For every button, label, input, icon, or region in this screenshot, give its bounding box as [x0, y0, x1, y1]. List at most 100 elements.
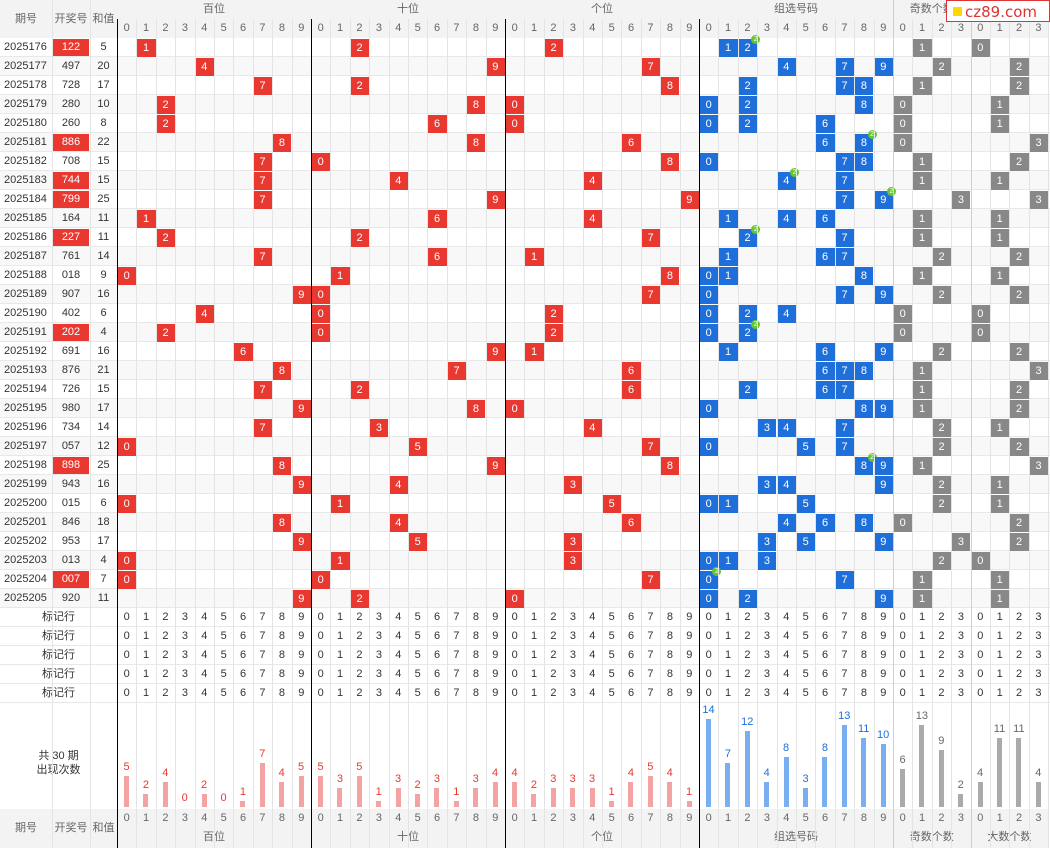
marker-digit[interactable]: 8 — [860, 611, 867, 623]
marker-digit[interactable]: 8 — [472, 649, 479, 661]
marker-digit[interactable]: 2 — [938, 687, 945, 699]
marker-digit[interactable]: 1 — [143, 668, 150, 680]
marker-digit[interactable]: 1 — [337, 649, 344, 661]
marker-digit[interactable]: 7 — [647, 630, 654, 642]
marker-digit[interactable]: 2 — [1016, 630, 1023, 642]
marker-digit[interactable]: 3 — [181, 687, 188, 699]
marker-digit[interactable]: 1 — [337, 687, 344, 699]
marker-digit[interactable]: 3 — [181, 630, 188, 642]
marker-digit[interactable]: 2 — [744, 668, 751, 680]
marker-digit[interactable]: 4 — [783, 611, 790, 623]
marker-digit[interactable]: 6 — [434, 649, 441, 661]
marker-digit[interactable]: 0 — [899, 668, 906, 680]
marker-digit[interactable]: 4 — [783, 668, 790, 680]
marker-digit[interactable]: 6 — [240, 687, 247, 699]
marker-digit[interactable]: 4 — [201, 649, 208, 661]
marker-digit[interactable]: 3 — [763, 611, 770, 623]
marker-digit[interactable]: 7 — [841, 687, 848, 699]
marker-digit[interactable]: 8 — [666, 630, 673, 642]
marker-digit[interactable]: 0 — [123, 668, 130, 680]
marker-digit[interactable]: 9 — [686, 649, 693, 661]
marker-digit[interactable]: 0 — [705, 611, 712, 623]
marker-digit[interactable]: 1 — [725, 687, 732, 699]
marker-digit[interactable]: 3 — [569, 668, 576, 680]
marker-digit[interactable]: 8 — [666, 687, 673, 699]
marker-digit[interactable]: 5 — [414, 649, 421, 661]
marker-digit[interactable]: 7 — [841, 630, 848, 642]
marker-digit[interactable]: 8 — [278, 630, 285, 642]
marker-digit[interactable]: 5 — [802, 668, 809, 680]
marker-digit[interactable]: 3 — [1035, 687, 1042, 699]
marker-digit[interactable]: 5 — [608, 611, 615, 623]
marker-digit[interactable]: 7 — [453, 687, 460, 699]
marker-digit[interactable]: 1 — [725, 611, 732, 623]
marker-digit[interactable]: 7 — [841, 611, 848, 623]
marker-digit[interactable]: 5 — [220, 649, 227, 661]
marker-digit[interactable]: 1 — [143, 630, 150, 642]
marker-digit[interactable]: 2 — [744, 611, 751, 623]
marker-digit[interactable]: 8 — [860, 668, 867, 680]
marker-digit[interactable]: 1 — [996, 668, 1003, 680]
marker-digit[interactable]: 3 — [763, 668, 770, 680]
marker-digit[interactable]: 0 — [317, 611, 324, 623]
marker-digit[interactable]: 5 — [414, 630, 421, 642]
marker-digit[interactable]: 3 — [957, 687, 964, 699]
marker-label[interactable]: 标记行 — [42, 611, 75, 623]
marker-digit[interactable]: 5 — [414, 687, 421, 699]
marker-digit[interactable]: 0 — [977, 687, 984, 699]
marker-digit[interactable]: 6 — [628, 687, 635, 699]
marker-digit[interactable]: 2 — [550, 611, 557, 623]
marker-digit[interactable]: 1 — [996, 649, 1003, 661]
marker-digit[interactable]: 1 — [337, 630, 344, 642]
marker-digit[interactable]: 0 — [123, 611, 130, 623]
marker-digit[interactable]: 0 — [705, 630, 712, 642]
marker-digit[interactable]: 5 — [802, 611, 809, 623]
marker-digit[interactable]: 4 — [201, 687, 208, 699]
marker-label[interactable]: 标记行 — [42, 649, 75, 661]
marker-digit[interactable]: 4 — [201, 668, 208, 680]
marker-digit[interactable]: 0 — [705, 649, 712, 661]
marker-label[interactable]: 标记行 — [42, 687, 75, 699]
marker-digit[interactable]: 8 — [278, 687, 285, 699]
marker-digit[interactable]: 6 — [434, 668, 441, 680]
marker-digit[interactable]: 4 — [589, 630, 596, 642]
marker-digit[interactable]: 4 — [783, 630, 790, 642]
marker-digit[interactable]: 7 — [841, 649, 848, 661]
marker-digit[interactable]: 0 — [899, 630, 906, 642]
marker-digit[interactable]: 4 — [395, 611, 402, 623]
marker-digit[interactable]: 5 — [220, 668, 227, 680]
marker-digit[interactable]: 9 — [298, 630, 305, 642]
marker-digit[interactable]: 0 — [977, 630, 984, 642]
marker-digit[interactable]: 1 — [531, 649, 538, 661]
marker-digit[interactable]: 6 — [434, 611, 441, 623]
marker-digit[interactable]: 0 — [317, 649, 324, 661]
marker-digit[interactable]: 3 — [1035, 630, 1042, 642]
marker-digit[interactable]: 7 — [453, 649, 460, 661]
marker-digit[interactable]: 0 — [511, 630, 518, 642]
marker-digit[interactable]: 7 — [647, 649, 654, 661]
marker-digit[interactable]: 8 — [860, 630, 867, 642]
marker-digit[interactable]: 3 — [375, 630, 382, 642]
marker-digit[interactable]: 7 — [259, 611, 266, 623]
marker-digit[interactable]: 0 — [705, 668, 712, 680]
marker-digit[interactable]: 3 — [763, 630, 770, 642]
marker-label[interactable]: 标记行 — [42, 630, 75, 642]
marker-digit[interactable]: 9 — [686, 687, 693, 699]
marker-digit[interactable]: 3 — [375, 611, 382, 623]
site-logo[interactable]: cz89.com — [946, 0, 1050, 22]
marker-digit[interactable]: 2 — [356, 630, 363, 642]
marker-digit[interactable]: 1 — [337, 611, 344, 623]
marker-digit[interactable]: 3 — [1035, 649, 1042, 661]
marker-digit[interactable]: 9 — [880, 668, 887, 680]
marker-digit[interactable]: 3 — [957, 649, 964, 661]
marker-digit[interactable]: 3 — [569, 611, 576, 623]
marker-digit[interactable]: 7 — [647, 687, 654, 699]
marker-digit[interactable]: 2 — [162, 611, 169, 623]
marker-digit[interactable]: 9 — [686, 668, 693, 680]
marker-digit[interactable]: 5 — [220, 687, 227, 699]
marker-digit[interactable]: 2 — [1016, 687, 1023, 699]
marker-digit[interactable]: 3 — [375, 668, 382, 680]
marker-digit[interactable]: 3 — [181, 668, 188, 680]
marker-digit[interactable]: 4 — [395, 687, 402, 699]
marker-digit[interactable]: 6 — [628, 649, 635, 661]
